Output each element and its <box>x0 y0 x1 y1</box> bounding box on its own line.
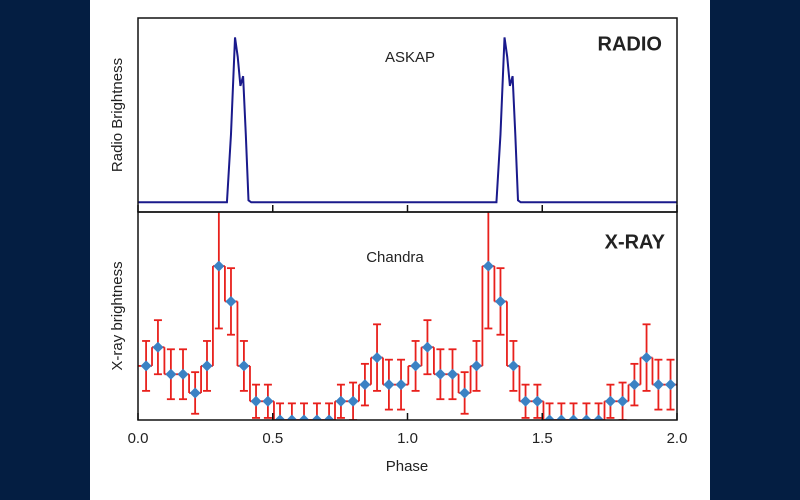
marker <box>531 395 543 407</box>
marker <box>274 414 286 420</box>
radio-line <box>138 37 677 204</box>
error-bar <box>312 402 321 420</box>
x-tick-label: 1.5 <box>532 430 553 447</box>
marker <box>494 295 506 307</box>
error-bar <box>300 402 309 420</box>
marker <box>189 387 201 399</box>
error-bar <box>582 402 591 420</box>
panel-title: RADIO <box>598 33 662 55</box>
marker <box>628 379 640 391</box>
panel-title: X-RAY <box>605 231 666 253</box>
marker <box>335 395 347 407</box>
y-axis-label: Radio Brightness <box>109 58 126 172</box>
marker <box>347 395 359 407</box>
marker <box>482 260 494 272</box>
marker <box>555 414 567 420</box>
error-bar <box>325 402 334 420</box>
y-axis-label: X-ray brightness <box>109 261 126 370</box>
marker <box>298 414 310 420</box>
error-bar <box>557 402 566 420</box>
marker <box>665 379 677 391</box>
marker <box>593 414 605 420</box>
marker <box>383 379 395 391</box>
x-tick-label: 0.0 <box>128 430 149 447</box>
error-bar <box>569 402 578 420</box>
marker <box>286 414 298 420</box>
marker <box>410 360 422 372</box>
x-tick-label: 1.0 <box>397 430 418 447</box>
marker <box>250 395 262 407</box>
annotation: ASKAP <box>385 49 435 66</box>
marker <box>580 414 592 420</box>
marker <box>140 360 152 372</box>
panel-background <box>90 0 710 500</box>
marker <box>359 379 371 391</box>
marker <box>544 414 556 420</box>
marker <box>225 295 237 307</box>
marker <box>152 341 164 353</box>
x-tick-label: 0.5 <box>262 430 283 447</box>
marker <box>238 360 250 372</box>
error-bar <box>545 402 554 420</box>
error-bar <box>287 402 296 420</box>
xray-plot <box>138 212 677 420</box>
marker <box>311 414 323 420</box>
marker <box>641 352 653 364</box>
marker <box>507 360 519 372</box>
marker <box>421 341 433 353</box>
marker <box>165 368 177 380</box>
x-tick-label: 2.0 <box>667 430 688 447</box>
marker <box>213 260 225 272</box>
marker <box>177 368 189 380</box>
marker <box>568 414 580 420</box>
marker <box>371 352 383 364</box>
marker <box>520 395 532 407</box>
marker <box>395 379 407 391</box>
marker <box>459 387 471 399</box>
error-bar <box>276 402 285 420</box>
marker <box>604 395 616 407</box>
annotation: Chandra <box>366 249 424 266</box>
error-bar <box>594 402 603 420</box>
marker <box>323 414 335 420</box>
marker <box>470 360 482 372</box>
marker <box>652 379 664 391</box>
marker <box>447 368 459 380</box>
x-axis-label: Phase <box>386 458 429 475</box>
marker <box>434 368 446 380</box>
marker <box>262 395 274 407</box>
marker <box>201 360 213 372</box>
marker <box>617 395 629 407</box>
